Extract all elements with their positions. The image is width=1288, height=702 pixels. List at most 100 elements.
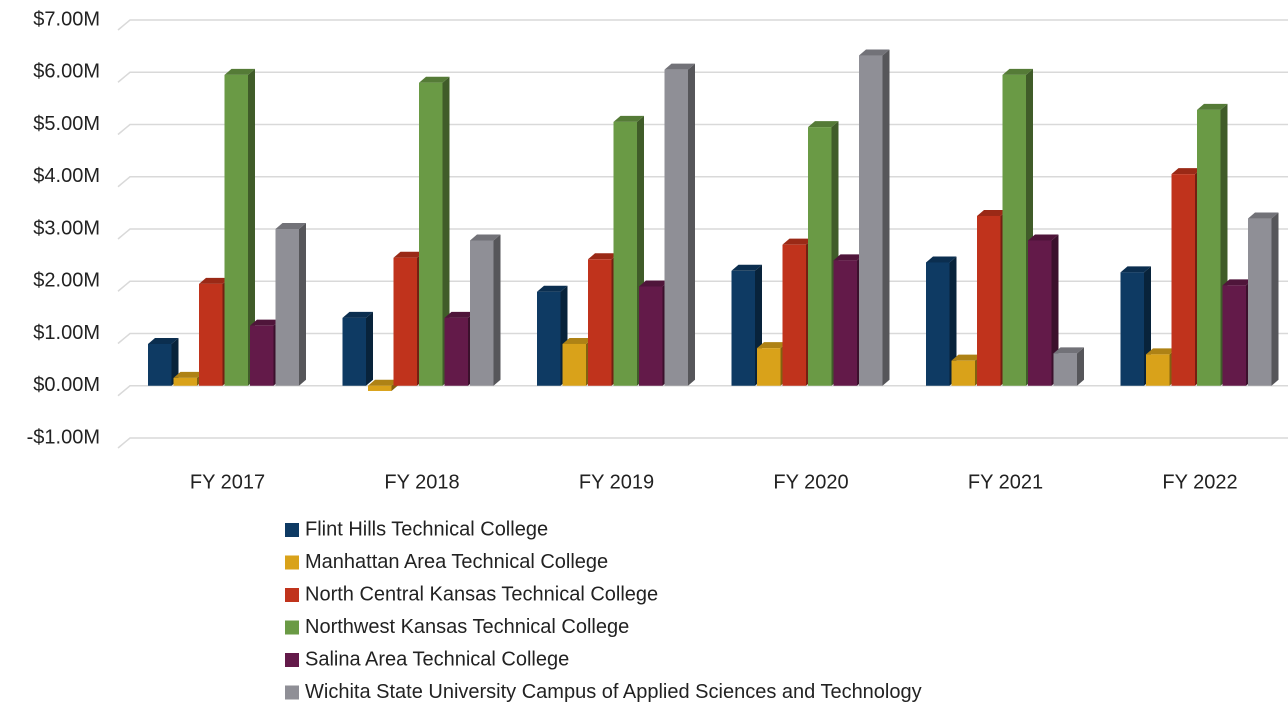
bar-side (882, 49, 890, 386)
bar-top (731, 264, 762, 271)
bar-top (613, 115, 644, 122)
legend-label: Salina Area Technical College (305, 648, 569, 670)
bar-top (782, 238, 813, 245)
bar-top (1146, 348, 1177, 355)
legend-swatch (285, 620, 299, 635)
x-tick-label: FY 2018 (384, 471, 459, 493)
bar-front (808, 127, 832, 386)
bar-front (1028, 240, 1052, 386)
grid-line (117, 123, 1288, 136)
bar-top (250, 319, 281, 326)
bar-side (949, 256, 957, 386)
bar-front (926, 262, 950, 386)
bar-side (248, 68, 255, 386)
bar-top (1028, 234, 1059, 241)
bar-top (833, 254, 864, 261)
bar-top (562, 337, 593, 344)
bar (224, 68, 255, 386)
bar (1197, 103, 1228, 386)
legend-swatch (285, 523, 299, 537)
legend-swatch (285, 653, 299, 667)
bar-top (1197, 103, 1228, 110)
bar-top (393, 251, 424, 258)
bar (148, 337, 179, 386)
bar (342, 311, 373, 386)
grid-line (117, 176, 1288, 188)
y-tick-label: $6.00M (33, 61, 100, 83)
y-tick-label: $3.00M (33, 217, 100, 239)
y-tick-label: -$1.00M (27, 426, 100, 448)
bar-side (493, 234, 501, 386)
bar-top (808, 121, 839, 128)
bar (419, 76, 450, 386)
bar-front (173, 377, 197, 386)
bar-top (275, 223, 306, 229)
bar-top (1002, 68, 1033, 75)
bar-front (613, 121, 637, 386)
legend-label: Wichita State University Campus of Appli… (305, 681, 922, 702)
x-tick-label: FY 2021 (968, 471, 1043, 493)
bar (470, 234, 501, 386)
bar-front (859, 55, 883, 386)
bar-front (1171, 174, 1195, 386)
legend-label: North Central Kansas Technical College (305, 583, 658, 605)
bar-front (977, 215, 1001, 386)
bar-top (1120, 266, 1151, 273)
bar-front (1120, 272, 1144, 386)
legend-swatch (285, 685, 299, 700)
bar-front (833, 260, 857, 386)
legend-swatch (285, 555, 299, 570)
legend-label: Manhattan Area Technical College (305, 551, 608, 573)
bar-top (951, 354, 982, 361)
bar-side (171, 337, 179, 386)
bar-front (342, 317, 366, 386)
grid-line (117, 228, 1288, 240)
y-tick-label: $5.00M (33, 113, 100, 135)
bar-front (368, 385, 392, 391)
grid-line (117, 332, 1288, 345)
bar (664, 63, 695, 386)
grid-line (117, 19, 1288, 31)
bar-top (470, 234, 501, 241)
bar-top (664, 63, 695, 70)
bar-side (1051, 234, 1059, 386)
x-tick-label: FY 2017 (190, 471, 265, 493)
bar-front (639, 286, 663, 386)
bar-top (926, 256, 957, 263)
bar-front (275, 229, 299, 386)
bar-front (588, 259, 612, 386)
bar-front (393, 257, 417, 386)
bar-side (1077, 347, 1084, 386)
bar-top (537, 285, 568, 292)
bar-front (562, 343, 586, 386)
bar-front (148, 343, 172, 386)
bar-front (537, 291, 561, 386)
bar-top (224, 68, 255, 75)
bar-side (299, 223, 306, 386)
bar-top (419, 76, 450, 83)
bar-front (951, 360, 975, 386)
bar-front (782, 244, 806, 386)
bar-front (419, 82, 443, 386)
grid-line (117, 71, 1288, 83)
bar-front (1053, 353, 1077, 386)
bar-front (1002, 74, 1026, 386)
bar (275, 223, 306, 386)
bar-top (148, 337, 179, 344)
y-tick-label: $2.00M (33, 270, 100, 292)
bar-front (250, 325, 274, 386)
bar (1028, 234, 1059, 386)
bar-front (757, 348, 781, 386)
y-tick-label: $1.00M (33, 322, 100, 344)
bar-top (1053, 347, 1084, 354)
grid-line (117, 437, 1288, 449)
bar (1053, 347, 1084, 386)
y-tick-label: $4.00M (33, 165, 100, 187)
bar-top (368, 379, 399, 386)
bar-top (1171, 168, 1202, 175)
bar-top (199, 277, 230, 284)
bar-side (688, 63, 695, 386)
bar-front (470, 240, 494, 386)
bar-top (444, 311, 475, 318)
bar-side (366, 311, 373, 386)
